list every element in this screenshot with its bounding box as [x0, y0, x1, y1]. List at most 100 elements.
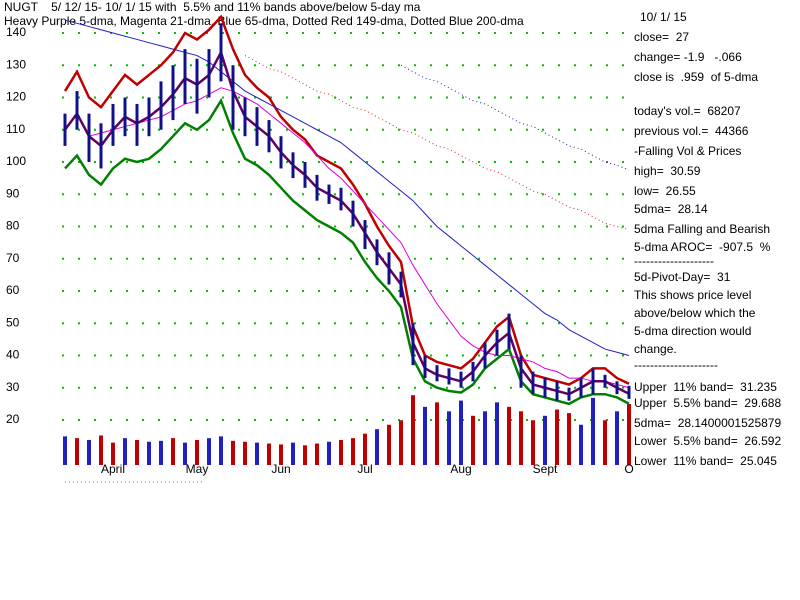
y-tick-label: 30: [6, 380, 20, 394]
volume-bar: [123, 438, 127, 465]
volume-bar: [99, 435, 103, 465]
x-tick-label: Aug: [450, 462, 471, 476]
volume-bar: [543, 415, 547, 465]
volume-bar: [255, 442, 259, 465]
x-tick-label: Jun: [271, 462, 290, 476]
volume-bar: [147, 441, 151, 465]
volume-bar: [531, 420, 535, 465]
volume-bar: [399, 420, 403, 465]
volume-bar: [171, 438, 175, 465]
volume-bar: [411, 395, 415, 465]
volume-bar: [159, 440, 163, 465]
volume-bar: [231, 440, 235, 465]
volume-bar: [363, 433, 367, 465]
info-line: change.: [634, 342, 677, 356]
info-line: 5-dma direction would: [634, 324, 751, 338]
ma-line: [63, 49, 630, 396]
volume-bar: [519, 411, 523, 465]
volume-bar: [555, 409, 559, 465]
volume-bar: [87, 439, 91, 465]
volume-bar: [603, 420, 607, 465]
info-line: today's vol.= 68207: [634, 104, 741, 118]
chart-title: NUGT 5/ 12/ 15- 10/ 1/ 15 with 5.5% and …: [4, 0, 421, 14]
y-tick-label: 70: [6, 251, 20, 265]
volume-bar: [387, 424, 391, 465]
ma-line: [64, 19, 630, 356]
volume-bar: [339, 439, 343, 465]
y-tick-label: 120: [6, 90, 26, 104]
volume-bar: [627, 403, 631, 465]
y-tick-label: 90: [6, 186, 20, 200]
ma-line: [63, 14, 630, 386]
info-line: 5dma= 28.1400001525879: [634, 416, 781, 430]
info-line: above/below which the: [634, 306, 756, 320]
volume-bar: [423, 406, 427, 465]
volume-bar: [267, 443, 271, 465]
info-line: 10/ 1/ 15: [640, 10, 687, 24]
volume-bar: [435, 402, 439, 465]
y-tick-label: 40: [6, 348, 20, 362]
volume-bar: [195, 439, 199, 465]
y-tick-label: 130: [6, 57, 26, 71]
info-line: change= -1.9 -.066: [634, 50, 742, 64]
volume-bar: [567, 413, 571, 465]
info-line: Upper 5.5% band= 29.688: [634, 396, 781, 410]
y-tick-label: 140: [6, 25, 26, 39]
y-tick-label: 80: [6, 219, 20, 233]
volume-bar: [483, 411, 487, 465]
info-line: 5dma Falling and Bearish: [634, 222, 770, 236]
info-line: ---------------------: [634, 358, 718, 372]
volume-bar: [207, 438, 211, 465]
info-line: 5d-Pivot-Day= 31: [634, 270, 731, 284]
ma-line: [88, 87, 630, 389]
volume-bar: [243, 441, 247, 465]
volume-bar: [315, 443, 319, 465]
info-line: close is .959 of 5-dma: [634, 70, 758, 84]
volume-bar: [279, 444, 283, 465]
info-line: close= 27: [634, 30, 689, 44]
volume-bar: [135, 439, 139, 465]
volume-bar: [183, 442, 187, 465]
volume-bar: [63, 436, 67, 465]
y-tick-label: 110: [6, 122, 25, 136]
info-line: Lower 11% band= 25.045: [634, 454, 777, 468]
ma-line: [64, 97, 630, 406]
volume-bar: [495, 402, 499, 465]
y-tick-label: 100: [6, 154, 26, 168]
volume-bar: [459, 400, 463, 465]
volume-bar: [615, 411, 619, 465]
volume-bar: [351, 438, 355, 465]
volume-bar: [591, 397, 595, 465]
y-tick-label: 50: [6, 315, 20, 329]
volume-bar: [303, 445, 307, 465]
info-line: low= 26.55: [634, 184, 696, 198]
x-tick-label: April: [101, 462, 125, 476]
volume-bar: [111, 442, 115, 465]
volume-bar: [507, 406, 511, 465]
x-tick-label: Jul: [357, 462, 372, 476]
y-tick-label: 60: [6, 283, 20, 297]
chart-subtitle: Heavy Purple 5-dma, Magenta 21-dma, Blue…: [4, 14, 524, 28]
volume-bar: [471, 415, 475, 465]
volume-bar: [219, 436, 223, 465]
volume-bar: [447, 411, 451, 465]
x-tick-label: O: [624, 462, 633, 476]
info-line: -Falling Vol & Prices: [634, 144, 741, 158]
x-tick-label: May: [186, 462, 209, 476]
x-tick-label: Sept: [533, 462, 558, 476]
volume-bar: [75, 438, 79, 465]
info-line: --------------------: [634, 254, 714, 268]
volume-bar: [579, 424, 583, 465]
info-line: previous vol.= 44366: [634, 124, 749, 138]
info-line: Lower 5.5% band= 26.592: [634, 434, 781, 448]
info-line: 5dma= 28.14: [634, 202, 708, 216]
info-line: Upper 11% band= 31.235: [634, 380, 777, 394]
volume-bar: [327, 441, 331, 465]
info-line: high= 30.59: [634, 164, 701, 178]
info-line: 5-dma AROC= -907.5 %: [634, 240, 771, 254]
y-tick-label: 20: [6, 412, 20, 426]
volume-bar: [291, 442, 295, 465]
info-line: This shows price level: [634, 288, 751, 302]
